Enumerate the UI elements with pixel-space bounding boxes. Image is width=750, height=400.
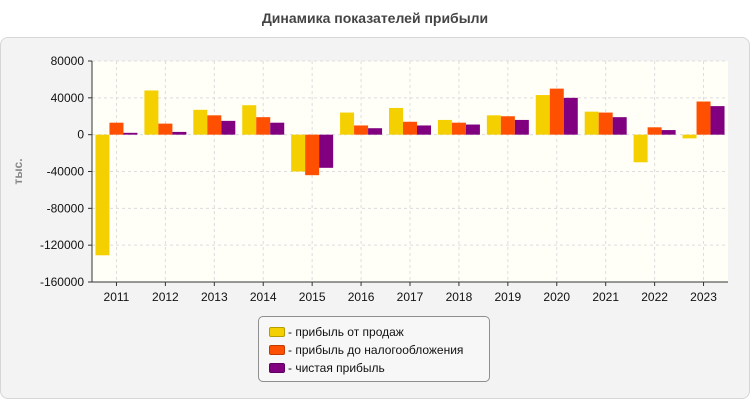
legend-label: - прибыль до налогообложения <box>288 343 464 357</box>
x-tick-label: 2021 <box>592 290 619 304</box>
y-axis-label: тыс. <box>11 158 25 184</box>
chart-legend: - прибыль от продаж - прибыль до налогооб… <box>258 316 490 382</box>
bar-2012-s1 <box>144 90 159 135</box>
x-tick-label: 2018 <box>446 290 473 304</box>
bar-2015-s2 <box>305 134 320 176</box>
legend-swatch <box>269 327 285 337</box>
x-tick-label: 2013 <box>201 290 228 304</box>
legend-item-2: - прибыль до налогообложения <box>269 341 489 359</box>
legend-label: - чистая прибыль <box>288 361 385 375</box>
x-tick-label: 2023 <box>690 290 717 304</box>
bar-2018-s3 <box>465 124 480 135</box>
bar-2019-s3 <box>514 119 529 135</box>
bar-2011-s3 <box>123 132 138 135</box>
chart-title: Динамика показателей прибыли <box>261 10 489 26</box>
bar-2017-s1 <box>389 107 403 135</box>
bar-2022-s1 <box>633 134 648 163</box>
y-tick-label: 0 <box>77 128 84 142</box>
bar-2019-s1 <box>486 115 501 135</box>
legend-label: - прибыль от продаж <box>288 325 404 339</box>
y-tick-label: -40000 <box>47 165 85 179</box>
y-tick-label: -120000 <box>40 238 84 252</box>
bar-2017-s2 <box>403 121 417 135</box>
bar-2020-s1 <box>535 95 550 135</box>
bar-2022-s3 <box>661 130 676 135</box>
x-tick-label: 2020 <box>543 290 570 304</box>
bar-2011-s1 <box>95 134 110 256</box>
legend-item-1: - прибыль от продаж <box>269 323 489 341</box>
y-tick-label: 80000 <box>51 54 85 68</box>
bar-2023-s1 <box>682 134 697 139</box>
y-tick-label: -80000 <box>47 201 85 215</box>
bar-2023-s2 <box>696 101 711 135</box>
bar-2011-s2 <box>109 122 124 135</box>
bar-2017-s3 <box>417 125 431 135</box>
x-tick-label: 2019 <box>494 290 521 304</box>
bar-2013-s3 <box>221 120 236 135</box>
bar-2016-s1 <box>340 112 355 135</box>
bar-2021-s3 <box>612 117 627 135</box>
bar-2021-s2 <box>598 112 613 135</box>
bar-2015-s1 <box>291 134 306 172</box>
x-tick-label: 2015 <box>299 290 326 304</box>
bar-2014-s3 <box>270 122 285 135</box>
bar-2018-s1 <box>437 119 452 135</box>
bar-2013-s2 <box>207 115 222 135</box>
x-tick-label: 2016 <box>348 290 375 304</box>
x-tick-label: 2012 <box>152 290 179 304</box>
y-tick-label: -160000 <box>40 275 84 289</box>
bar-2012-s2 <box>158 123 173 135</box>
y-tick-label: 40000 <box>51 91 85 105</box>
bar-2019-s2 <box>500 116 515 135</box>
bar-2020-s3 <box>563 97 578 135</box>
x-tick-label: 2014 <box>250 290 277 304</box>
bar-2021-s1 <box>584 111 599 135</box>
x-tick-label: 2017 <box>397 290 424 304</box>
bar-2016-s3 <box>368 128 383 135</box>
bar-2015-s3 <box>319 134 334 168</box>
bar-2018-s2 <box>451 122 466 135</box>
x-tick-label: 2011 <box>104 290 130 304</box>
bar-2014-s1 <box>242 105 257 135</box>
legend-item-3: - чистая прибыль <box>269 359 489 377</box>
bar-2014-s2 <box>256 117 271 135</box>
bar-2020-s2 <box>549 88 564 135</box>
bar-2013-s1 <box>193 109 208 135</box>
bar-2023-s3 <box>710 106 725 135</box>
bar-2012-s3 <box>172 131 187 135</box>
bar-2022-s2 <box>647 127 662 135</box>
bar-2016-s2 <box>354 125 369 135</box>
legend-swatch <box>269 345 285 355</box>
x-tick-label: 2022 <box>641 290 668 304</box>
legend-swatch <box>269 363 285 373</box>
